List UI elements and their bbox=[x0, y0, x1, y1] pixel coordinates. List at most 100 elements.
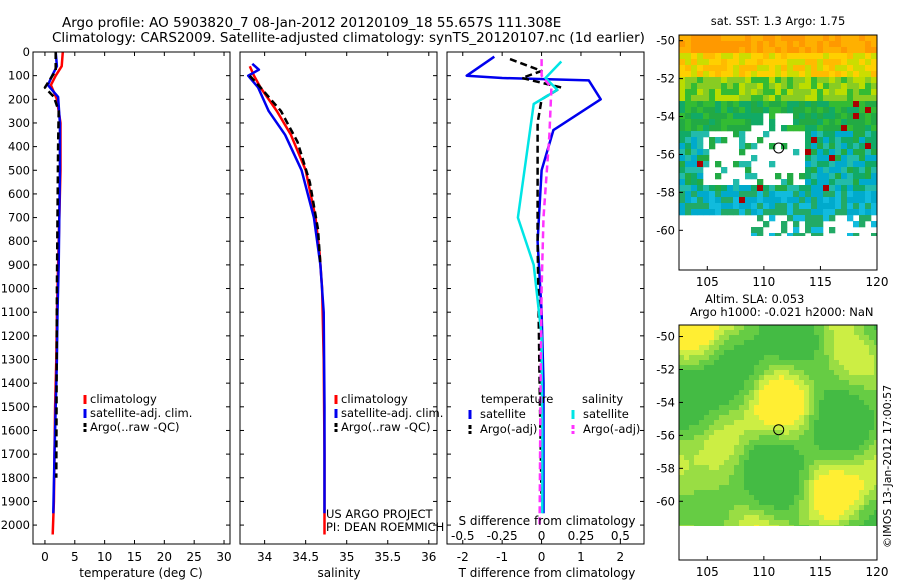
sla-cell bbox=[814, 390, 820, 396]
sla-cell bbox=[794, 435, 800, 441]
sst-cell bbox=[775, 185, 782, 192]
sst-cell bbox=[733, 89, 740, 96]
sla-cell bbox=[759, 400, 765, 406]
sst-cell bbox=[823, 191, 830, 198]
sla-cell bbox=[854, 335, 860, 341]
sst-cell bbox=[709, 41, 716, 48]
sst-cell bbox=[763, 197, 770, 204]
sla-cell bbox=[874, 420, 877, 426]
sla-cell bbox=[829, 340, 835, 346]
sla-cell bbox=[709, 330, 715, 336]
sla-cell bbox=[709, 360, 715, 366]
sla-cell bbox=[819, 445, 825, 451]
sst-cell bbox=[829, 59, 836, 66]
sla-cell bbox=[689, 490, 695, 496]
sla-cell bbox=[759, 470, 765, 476]
sla-cell bbox=[824, 360, 830, 366]
sla-cell bbox=[814, 370, 820, 376]
sla-cell bbox=[769, 440, 775, 446]
sla-cell bbox=[764, 365, 770, 371]
sst-cell bbox=[853, 83, 860, 90]
sla-cell bbox=[684, 360, 690, 366]
sla-cell bbox=[869, 515, 875, 521]
sla-cell bbox=[799, 325, 805, 331]
sla-cell bbox=[804, 430, 810, 436]
sla-cell bbox=[699, 475, 705, 481]
sla-cell bbox=[834, 435, 840, 441]
sst-cell bbox=[865, 155, 872, 162]
sla-cell bbox=[864, 410, 870, 416]
sla-cell bbox=[804, 400, 810, 406]
sst-cell bbox=[871, 95, 877, 102]
sla-cell bbox=[729, 470, 735, 476]
sla-cell bbox=[739, 375, 745, 381]
sla-cell bbox=[809, 415, 815, 421]
sst-cell bbox=[817, 83, 824, 90]
sla-cell bbox=[689, 350, 695, 356]
sst-cell bbox=[691, 77, 698, 84]
sla-cell bbox=[744, 355, 750, 361]
sla-cell bbox=[799, 420, 805, 426]
sst-cell bbox=[829, 107, 836, 114]
sla-cell bbox=[689, 440, 695, 446]
sla-cell bbox=[734, 505, 740, 511]
sla-cell bbox=[874, 510, 877, 516]
sla-cell bbox=[729, 505, 735, 511]
sla-cell bbox=[704, 505, 710, 511]
sla-cell bbox=[754, 525, 760, 526]
sla-cell bbox=[759, 370, 765, 376]
y-tick-label: 1200 bbox=[1, 329, 30, 343]
sla-cell bbox=[699, 345, 705, 351]
sst-cell bbox=[871, 131, 877, 138]
sst-cell bbox=[871, 185, 877, 192]
sla-cell bbox=[844, 430, 850, 436]
sst-cell bbox=[733, 41, 740, 48]
sla-cell bbox=[699, 370, 705, 376]
sla-cell bbox=[829, 365, 835, 371]
sst-cell bbox=[829, 179, 836, 186]
sla-cell bbox=[779, 470, 785, 476]
sla-cell bbox=[744, 420, 750, 426]
sla-cell bbox=[779, 430, 785, 436]
sst-cell bbox=[715, 161, 722, 168]
sla-cell bbox=[769, 460, 775, 466]
sla-cell bbox=[874, 380, 877, 386]
sst-cell bbox=[811, 137, 818, 144]
sla-cell bbox=[709, 355, 715, 361]
sla-cell bbox=[839, 510, 845, 516]
sla-cell bbox=[859, 340, 865, 346]
sla-cell bbox=[754, 410, 760, 416]
sst-cell bbox=[841, 107, 848, 114]
sla-cell bbox=[814, 365, 820, 371]
sst-cell bbox=[793, 95, 800, 102]
sla-cell bbox=[874, 450, 877, 456]
map-y-tick-label: -60 bbox=[656, 223, 675, 237]
sst-cell bbox=[811, 209, 818, 216]
sla-cell bbox=[744, 465, 750, 471]
sla-cell bbox=[804, 470, 810, 476]
sla-cell bbox=[714, 480, 720, 486]
sla-cell bbox=[699, 435, 705, 441]
sst-cell bbox=[871, 179, 877, 186]
sla-cell bbox=[834, 355, 840, 361]
sla-cell bbox=[759, 435, 765, 441]
sst-cell bbox=[745, 161, 752, 168]
sst-cell bbox=[847, 185, 854, 192]
sst-cell bbox=[811, 155, 818, 162]
sst-cell bbox=[685, 179, 692, 186]
sla-cell bbox=[744, 425, 750, 431]
sla-cell bbox=[829, 360, 835, 366]
sst-cell bbox=[853, 203, 860, 210]
sla-cell bbox=[864, 385, 870, 391]
sla-cell bbox=[739, 405, 745, 411]
sst-cell bbox=[709, 191, 716, 198]
sla-cell bbox=[809, 420, 815, 426]
sst-cell bbox=[787, 185, 794, 192]
sla-cell bbox=[689, 340, 695, 346]
sla-cell bbox=[714, 385, 720, 391]
sst-cell bbox=[739, 143, 746, 150]
sla-cell bbox=[729, 330, 735, 336]
sst-cell bbox=[817, 89, 824, 96]
sla-cell bbox=[729, 515, 735, 521]
sla-cell bbox=[794, 355, 800, 361]
